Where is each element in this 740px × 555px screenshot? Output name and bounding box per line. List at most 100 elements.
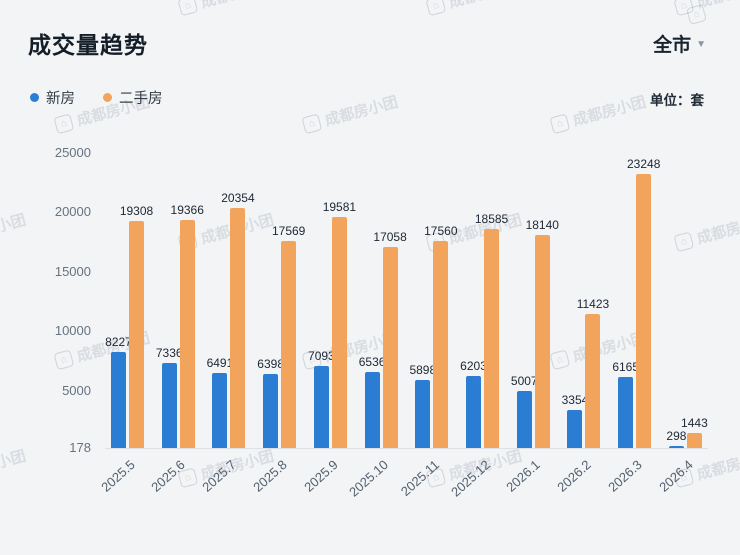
x-tick-label: 2025.11 [397, 457, 442, 499]
x-tick-label: 2025.9 [300, 457, 341, 495]
bar-group: 6398 17569 2025.8 [250, 224, 305, 494]
region-selector-label: 全市 [653, 35, 692, 56]
brand-watermark: ⌂成都房小团 [425, 0, 524, 18]
bar-group: 6491 20354 2025.7 [199, 191, 255, 495]
bar-group: 7336 19366 2025.6 [149, 203, 204, 495]
bar-新房[interactable]: 6165 [612, 360, 639, 448]
brand-watermark: ⌂成都房小团 [0, 445, 28, 490]
brand-watermark: ⌂ [686, 4, 707, 25]
watermark-text: 成都房小团 [694, 0, 740, 13]
bar-新房[interactable]: 298 [666, 429, 686, 448]
bar-新房[interactable]: 7093 [308, 349, 335, 448]
chevron-down-icon: ▼ [696, 39, 706, 50]
x-tick-label: 2026.4 [655, 457, 696, 495]
bar-value-label: 7093 [308, 348, 335, 363]
x-tick-label: 2026.2 [554, 457, 595, 495]
bar-二手房[interactable]: 19308 [120, 204, 153, 448]
bar-group: 298 1443 2026.4 [656, 416, 708, 495]
watermark-text: 成都房小团 [446, 0, 524, 13]
legend: 新房 二手房 [30, 87, 163, 108]
legend-dot-secondhand-homes-icon [103, 93, 112, 102]
bar-group: 7093 19581 2025.9 [301, 200, 356, 494]
x-tick-label: 2025.7 [199, 457, 239, 495]
bar-group: 6536 17058 2025.10 [346, 230, 407, 499]
bar-新房[interactable]: 5898 [409, 363, 436, 448]
brand-watermark: ⌂成都房小团 [177, 0, 276, 18]
bar-value-label: 19581 [322, 200, 357, 215]
bar-二手房[interactable]: 19581 [323, 200, 356, 448]
bar-value-label: 1443 [681, 415, 708, 430]
bar-group: 5898 17560 2025.11 [398, 224, 458, 499]
legend-item-new-homes[interactable]: 新房 [30, 87, 75, 108]
house-logo-icon: ⌂ [425, 0, 447, 17]
legend-item-secondhand-homes[interactable]: 二手房 [103, 87, 163, 108]
house-logo-icon: ⌂ [673, 0, 695, 17]
brand-watermark: ⌂成都房小团 [0, 209, 28, 254]
bar-chart: 25000 20000 15000 10000 5000 178 8227 19308 202… [25, 128, 720, 528]
bar-value-label: 20354 [221, 191, 255, 206]
bar-value-label: 6398 [257, 357, 285, 372]
bar-value-label: 8227 [105, 335, 132, 350]
bar-value-label: 18585 [474, 212, 509, 227]
y-tick-label: 10000 [54, 323, 91, 339]
plot-area: 8227 19308 2025.5 7336 19366 2025.6 6491 20354 2… [98, 153, 708, 500]
legend-label: 二手房 [119, 91, 163, 107]
bar-新房[interactable]: 6536 [359, 355, 385, 448]
watermark-text: 成都房小团 [198, 0, 276, 13]
x-tick-label: 2026.3 [605, 457, 645, 495]
bar-group: 3354 11423 2026.2 [554, 297, 609, 494]
y-tick-label: 15000 [54, 263, 91, 279]
bar-二手房[interactable]: 19366 [171, 203, 204, 448]
bar-新房[interactable]: 5007 [511, 374, 538, 448]
bar-value-label: 11423 [576, 297, 610, 312]
bar-二手房[interactable]: 1443 [681, 416, 708, 448]
watermark-text: 成都房小团 [0, 0, 28, 13]
bar-新房[interactable]: 3354 [562, 393, 588, 448]
house-logo-icon: ⌂ [686, 4, 707, 25]
bar-二手房[interactable]: 17569 [272, 224, 305, 448]
bar-二手房[interactable]: 11423 [577, 297, 609, 448]
region-selector[interactable]: 全市 ▼ [653, 30, 706, 57]
y-tick-label: 5000 [62, 382, 91, 398]
bar-二手房[interactable]: 18585 [475, 212, 508, 448]
bar-二手房[interactable]: 18140 [526, 218, 559, 448]
bar-value-label: 7336 [155, 345, 183, 360]
bar-group: 8227 19308 2025.5 [98, 204, 153, 495]
bar-新房[interactable]: 6203 [460, 359, 487, 448]
bar-value-label: 6203 [460, 359, 487, 374]
y-tick-label: 25000 [54, 145, 91, 160]
bar-二手房[interactable]: 17058 [373, 230, 407, 448]
legend-dot-new-homes-icon [30, 93, 39, 102]
bar-group: 6165 23248 2026.3 [605, 157, 660, 495]
legend-label: 新房 [46, 91, 75, 107]
bar-二手房[interactable]: 23248 [627, 157, 660, 448]
bar-value-label: 17560 [424, 224, 458, 239]
watermark-text: 成都房小团 [570, 93, 648, 130]
bar-value-label: 6491 [206, 355, 234, 370]
bar-二手房[interactable]: 20354 [221, 191, 255, 448]
x-tick-label: 2026.1 [503, 457, 544, 495]
watermark-text: 成都房小团 [0, 211, 28, 248]
bar-group: 6203 18585 2025.12 [448, 212, 509, 499]
brand-watermark: ⌂成都房小团 [673, 0, 740, 18]
bar-value-label: 5007 [510, 373, 538, 388]
watermark-text: 成都房小团 [0, 447, 28, 484]
x-tick-label: 2025.5 [97, 457, 138, 495]
bar-value-label: 298 [666, 429, 687, 443]
bar-二手房[interactable]: 17560 [424, 224, 458, 448]
bar-group: 5007 18140 2026.1 [504, 218, 559, 495]
y-axis: 25000 20000 15000 10000 5000 178 [25, 145, 91, 455]
bar-value-label: 6165 [612, 359, 640, 374]
bar-新房[interactable]: 8227 [105, 335, 132, 448]
bar-value-label: 3354 [561, 393, 589, 408]
bar-value-label: 5898 [409, 363, 437, 378]
unit-label: 单位：套 [650, 93, 704, 108]
bar-新房[interactable]: 6398 [257, 357, 284, 448]
x-tick-label: 2025.8 [250, 457, 290, 495]
bar-value-label: 17058 [373, 230, 407, 245]
bar-新房[interactable]: 7336 [156, 346, 183, 448]
bar-新房[interactable]: 6491 [207, 356, 233, 448]
house-logo-icon: ⌂ [177, 0, 199, 17]
brand-watermark: ⌂成都房小团 [0, 0, 28, 18]
x-tick-label: 2025.12 [447, 457, 493, 500]
